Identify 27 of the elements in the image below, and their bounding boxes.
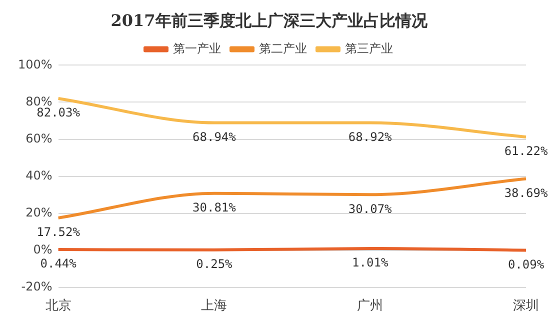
data-label: 68.92% [348,130,393,144]
data-label: 0.25% [196,257,234,272]
y-tick-label: 80% [26,94,52,108]
data-label: 82.03% [36,106,81,120]
legend-label: 第三产业 [345,41,393,56]
data-label: 17.52% [36,225,81,240]
x-tick-label: 深圳 [513,298,539,314]
legend-label: 第一产业 [173,41,221,56]
data-label: 0.09% [508,257,545,272]
data-label: 1.01% [352,256,389,270]
data-label: 38.69% [504,186,548,200]
data-label: 30.81% [192,200,237,214]
y-tick-label: 0% [33,242,52,256]
y-tick-label: 40% [26,168,52,182]
y-tick-label: 60% [26,131,52,146]
chart-title: 2017年前三季度北上广深三大产业占比情况 [110,10,428,30]
x-tick-label: 广州 [357,298,384,314]
y-tick-label: 100% [18,57,52,72]
legend-label: 第二产业 [259,41,307,56]
data-label: 68.94% [192,130,237,144]
x-tick-label: 上海 [201,298,228,314]
data-label: 0.44% [40,256,78,271]
data-label: 61.22% [504,144,548,158]
x-tick-label: 北京 [45,298,72,314]
y-tick-label: 20% [26,205,52,220]
y-tick-label: -20% [21,280,52,294]
data-label: 30.07% [348,202,393,216]
